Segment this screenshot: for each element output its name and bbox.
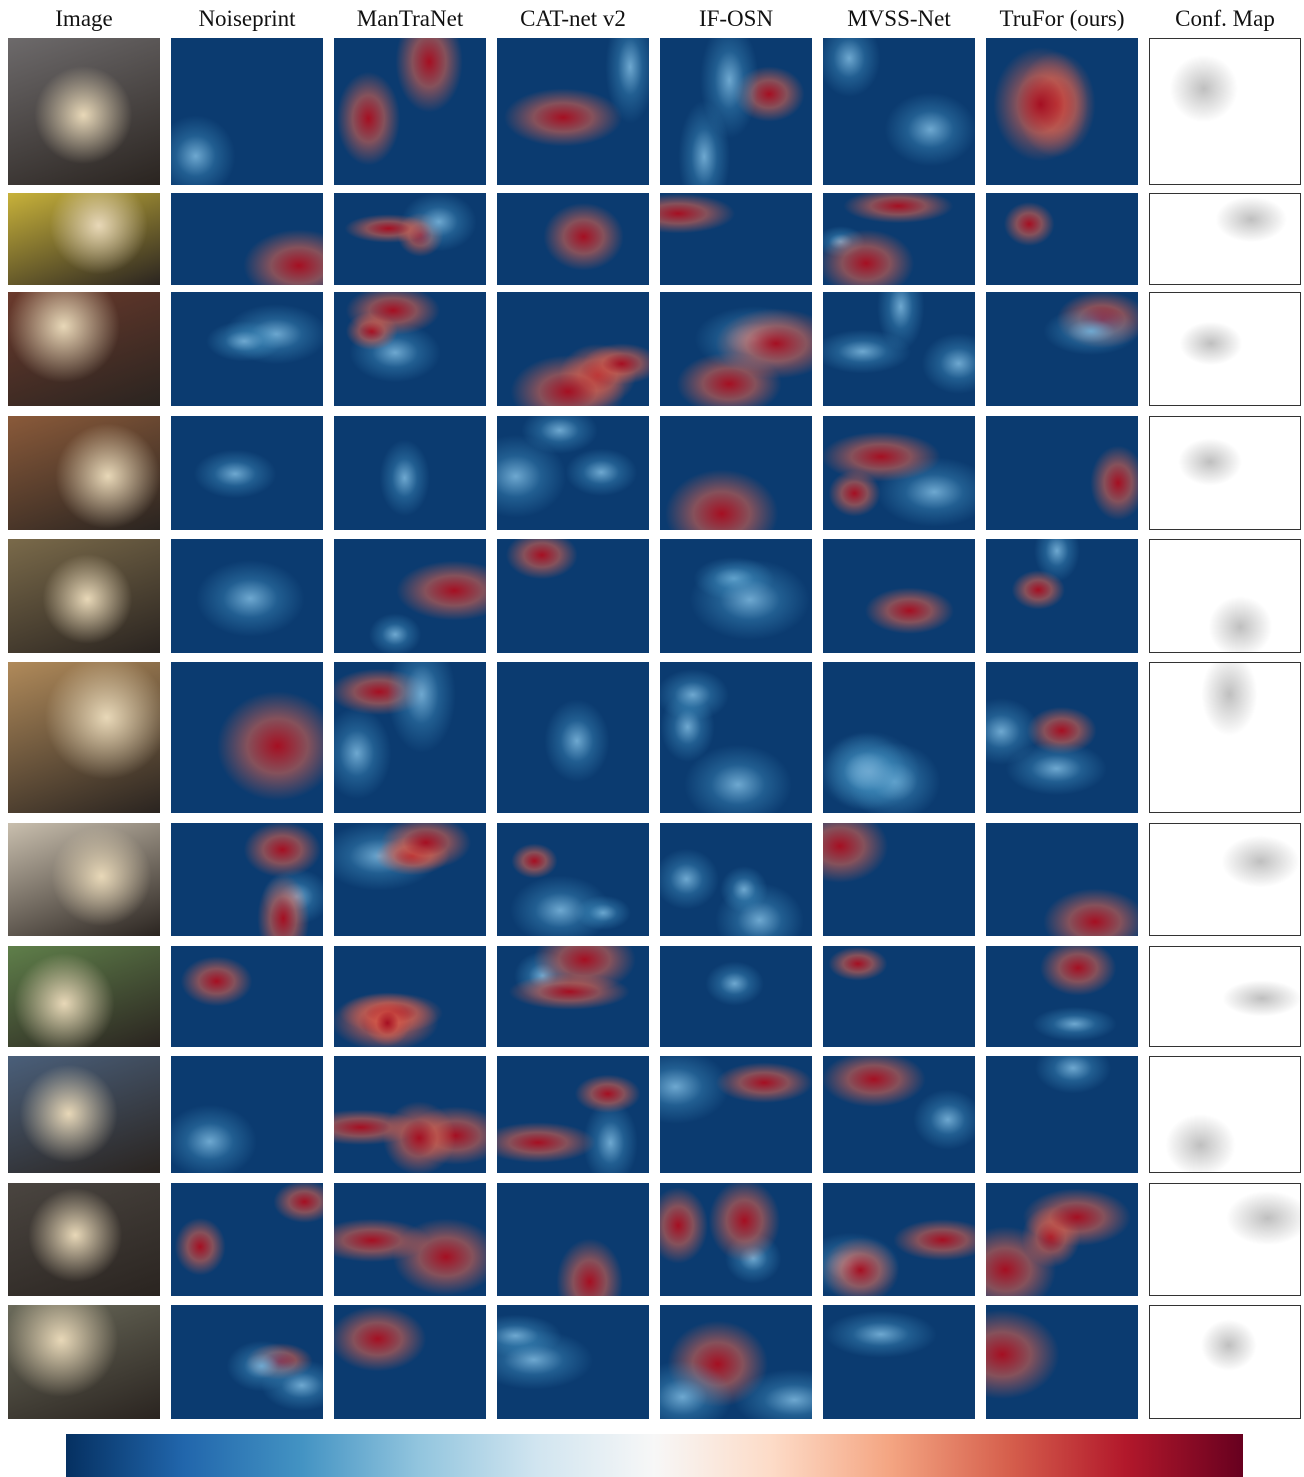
input-photo — [8, 1056, 160, 1173]
heatmap — [660, 539, 812, 653]
heatmap — [823, 539, 975, 653]
heatmap — [497, 292, 649, 406]
heatmap — [334, 193, 486, 285]
heatmap — [497, 662, 649, 813]
heatmap — [986, 823, 1138, 936]
heatmap — [660, 823, 812, 936]
confidence-map — [1149, 1183, 1301, 1296]
heatmap — [497, 539, 649, 653]
heatmap — [823, 823, 975, 936]
confidence-map — [1149, 416, 1301, 530]
confidence-map — [1149, 193, 1301, 285]
heatmap — [334, 946, 486, 1047]
heatmap — [986, 946, 1138, 1047]
heatmap — [171, 946, 323, 1047]
heatmap — [497, 946, 649, 1047]
heatmap — [171, 38, 323, 185]
heatmap — [497, 38, 649, 185]
input-photo — [8, 1183, 160, 1296]
heatmap — [171, 1183, 323, 1296]
heatmap — [986, 193, 1138, 285]
heatmap — [823, 193, 975, 285]
heatmap — [660, 1056, 812, 1173]
column-header: MVSS-Net — [847, 6, 951, 31]
input-photo — [8, 662, 160, 813]
heatmap — [986, 1056, 1138, 1173]
heatmap — [497, 193, 649, 285]
heatmap — [334, 38, 486, 185]
confidence-map — [1149, 292, 1301, 406]
heatmap — [986, 38, 1138, 185]
heatmap — [497, 1056, 649, 1173]
heatmap — [497, 823, 649, 936]
confidence-map — [1149, 539, 1301, 653]
heatmap — [334, 1183, 486, 1296]
heatmap — [660, 292, 812, 406]
confidence-map — [1149, 1305, 1301, 1419]
input-photo — [8, 539, 160, 653]
heatmap — [660, 1305, 812, 1419]
heatmap — [171, 1056, 323, 1173]
input-photo — [8, 292, 160, 406]
heatmap — [334, 1305, 486, 1419]
heatmap — [334, 662, 486, 813]
confidence-map — [1149, 946, 1301, 1047]
heatmap — [986, 539, 1138, 653]
column-header: IF-OSN — [698, 6, 774, 31]
input-photo — [8, 416, 160, 530]
heatmap — [823, 416, 975, 530]
heatmap — [986, 1183, 1138, 1296]
heatmap — [334, 539, 486, 653]
heatmap — [823, 1305, 975, 1419]
heatmap — [660, 946, 812, 1047]
heatmap — [660, 416, 812, 530]
input-photo — [8, 823, 160, 936]
heatmap — [334, 416, 486, 530]
heatmap — [334, 823, 486, 936]
column-header: Noiseprint — [198, 6, 296, 31]
heatmap — [171, 662, 323, 813]
column-header: CAT-net v2 — [520, 6, 626, 31]
input-photo — [8, 38, 160, 185]
column-header: ManTraNet — [356, 6, 464, 31]
heatmap — [334, 292, 486, 406]
heatmap — [497, 416, 649, 530]
confidence-map — [1149, 1056, 1301, 1173]
column-header: TruFor (ours) — [999, 6, 1125, 31]
input-photo — [8, 1305, 160, 1419]
confidence-map — [1149, 823, 1301, 936]
confidence-map — [1149, 662, 1301, 813]
heatmap — [497, 1305, 649, 1419]
heatmap — [823, 38, 975, 185]
heatmap — [986, 662, 1138, 813]
colorbar — [66, 1434, 1243, 1477]
heatmap — [171, 823, 323, 936]
heatmap — [660, 193, 812, 285]
heatmap — [823, 1183, 975, 1296]
heatmap — [171, 292, 323, 406]
heatmap — [171, 539, 323, 653]
heatmap — [497, 1183, 649, 1296]
heatmap — [823, 946, 975, 1047]
heatmap — [986, 1305, 1138, 1419]
heatmap — [823, 662, 975, 813]
input-photo — [8, 193, 160, 285]
heatmap — [171, 193, 323, 285]
confidence-map — [1149, 38, 1301, 185]
input-photo — [8, 946, 160, 1047]
heatmap — [823, 1056, 975, 1173]
heatmap — [660, 38, 812, 185]
column-header: Conf. Map — [1175, 6, 1275, 31]
heatmap — [171, 1305, 323, 1419]
heatmap — [334, 1056, 486, 1173]
heatmap — [171, 416, 323, 530]
heatmap — [660, 662, 812, 813]
heatmap — [823, 292, 975, 406]
heatmap — [986, 416, 1138, 530]
heatmap — [660, 1183, 812, 1296]
column-header: Image — [55, 6, 113, 31]
heatmap — [986, 292, 1138, 406]
